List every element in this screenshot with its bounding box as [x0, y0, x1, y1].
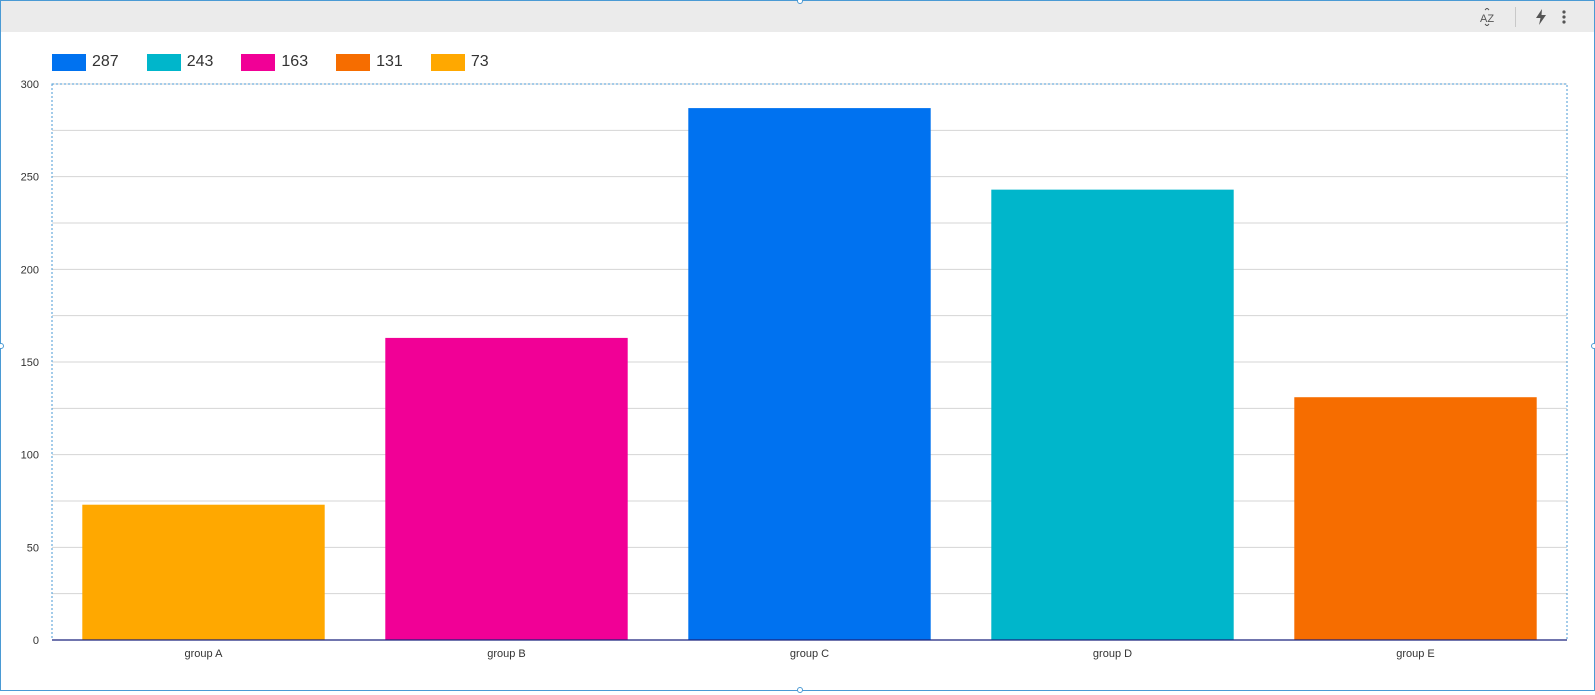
x-tick-label: group B	[487, 648, 526, 660]
x-tick-label: group D	[1093, 648, 1132, 660]
bar[interactable]	[688, 108, 931, 641]
y-tick-label: 50	[27, 542, 39, 554]
legend-swatch	[336, 53, 371, 71]
legend-label: 287	[92, 53, 119, 70]
legend-item[interactable]: 287	[52, 53, 119, 71]
y-tick-label: 200	[21, 264, 39, 276]
y-tick-label: 100	[21, 450, 39, 462]
x-tick-label: group A	[185, 648, 224, 660]
svg-text:AZ: AZ	[1480, 13, 1494, 25]
legend-swatch	[430, 53, 465, 71]
x-tick-label: group C	[790, 648, 829, 660]
legend-swatch	[241, 53, 276, 71]
chart-toolbar: AZ	[1, 1, 1594, 32]
toolbar-divider	[1515, 7, 1516, 27]
legend-label: 243	[186, 53, 214, 70]
resize-handle-left[interactable]	[0, 343, 4, 349]
y-tick-label: 250	[21, 172, 39, 184]
x-tick-label: group E	[1396, 648, 1435, 660]
legend-item[interactable]: 131	[336, 53, 403, 71]
legend-item[interactable]: 73	[430, 53, 489, 71]
y-tick-label: 300	[21, 79, 39, 91]
legend-swatch	[52, 53, 86, 71]
legend-label: 163	[281, 53, 309, 70]
resize-handle-top[interactable]	[797, 0, 803, 4]
resize-handle-bottom[interactable]	[797, 687, 803, 693]
chart-legend: 287 243 163 131 73	[52, 52, 517, 72]
bar[interactable]	[82, 504, 325, 640]
lightning-icon[interactable]	[1530, 6, 1552, 28]
y-tick-label: 150	[21, 357, 39, 369]
legend-item[interactable]: 163	[241, 53, 308, 71]
bar[interactable]	[991, 189, 1234, 640]
legend-label: 131	[376, 53, 403, 70]
legend-swatch	[146, 53, 181, 71]
resize-handle-right[interactable]	[1591, 343, 1595, 349]
bar[interactable]	[1294, 397, 1537, 640]
more-vert-icon[interactable]	[1556, 6, 1572, 28]
legend-label: 73	[470, 53, 489, 70]
legend-item[interactable]: 243	[146, 53, 214, 71]
sort-az-icon[interactable]: AZ	[1476, 6, 1498, 28]
y-tick-label: 0	[33, 635, 39, 647]
bar[interactable]	[385, 337, 628, 640]
